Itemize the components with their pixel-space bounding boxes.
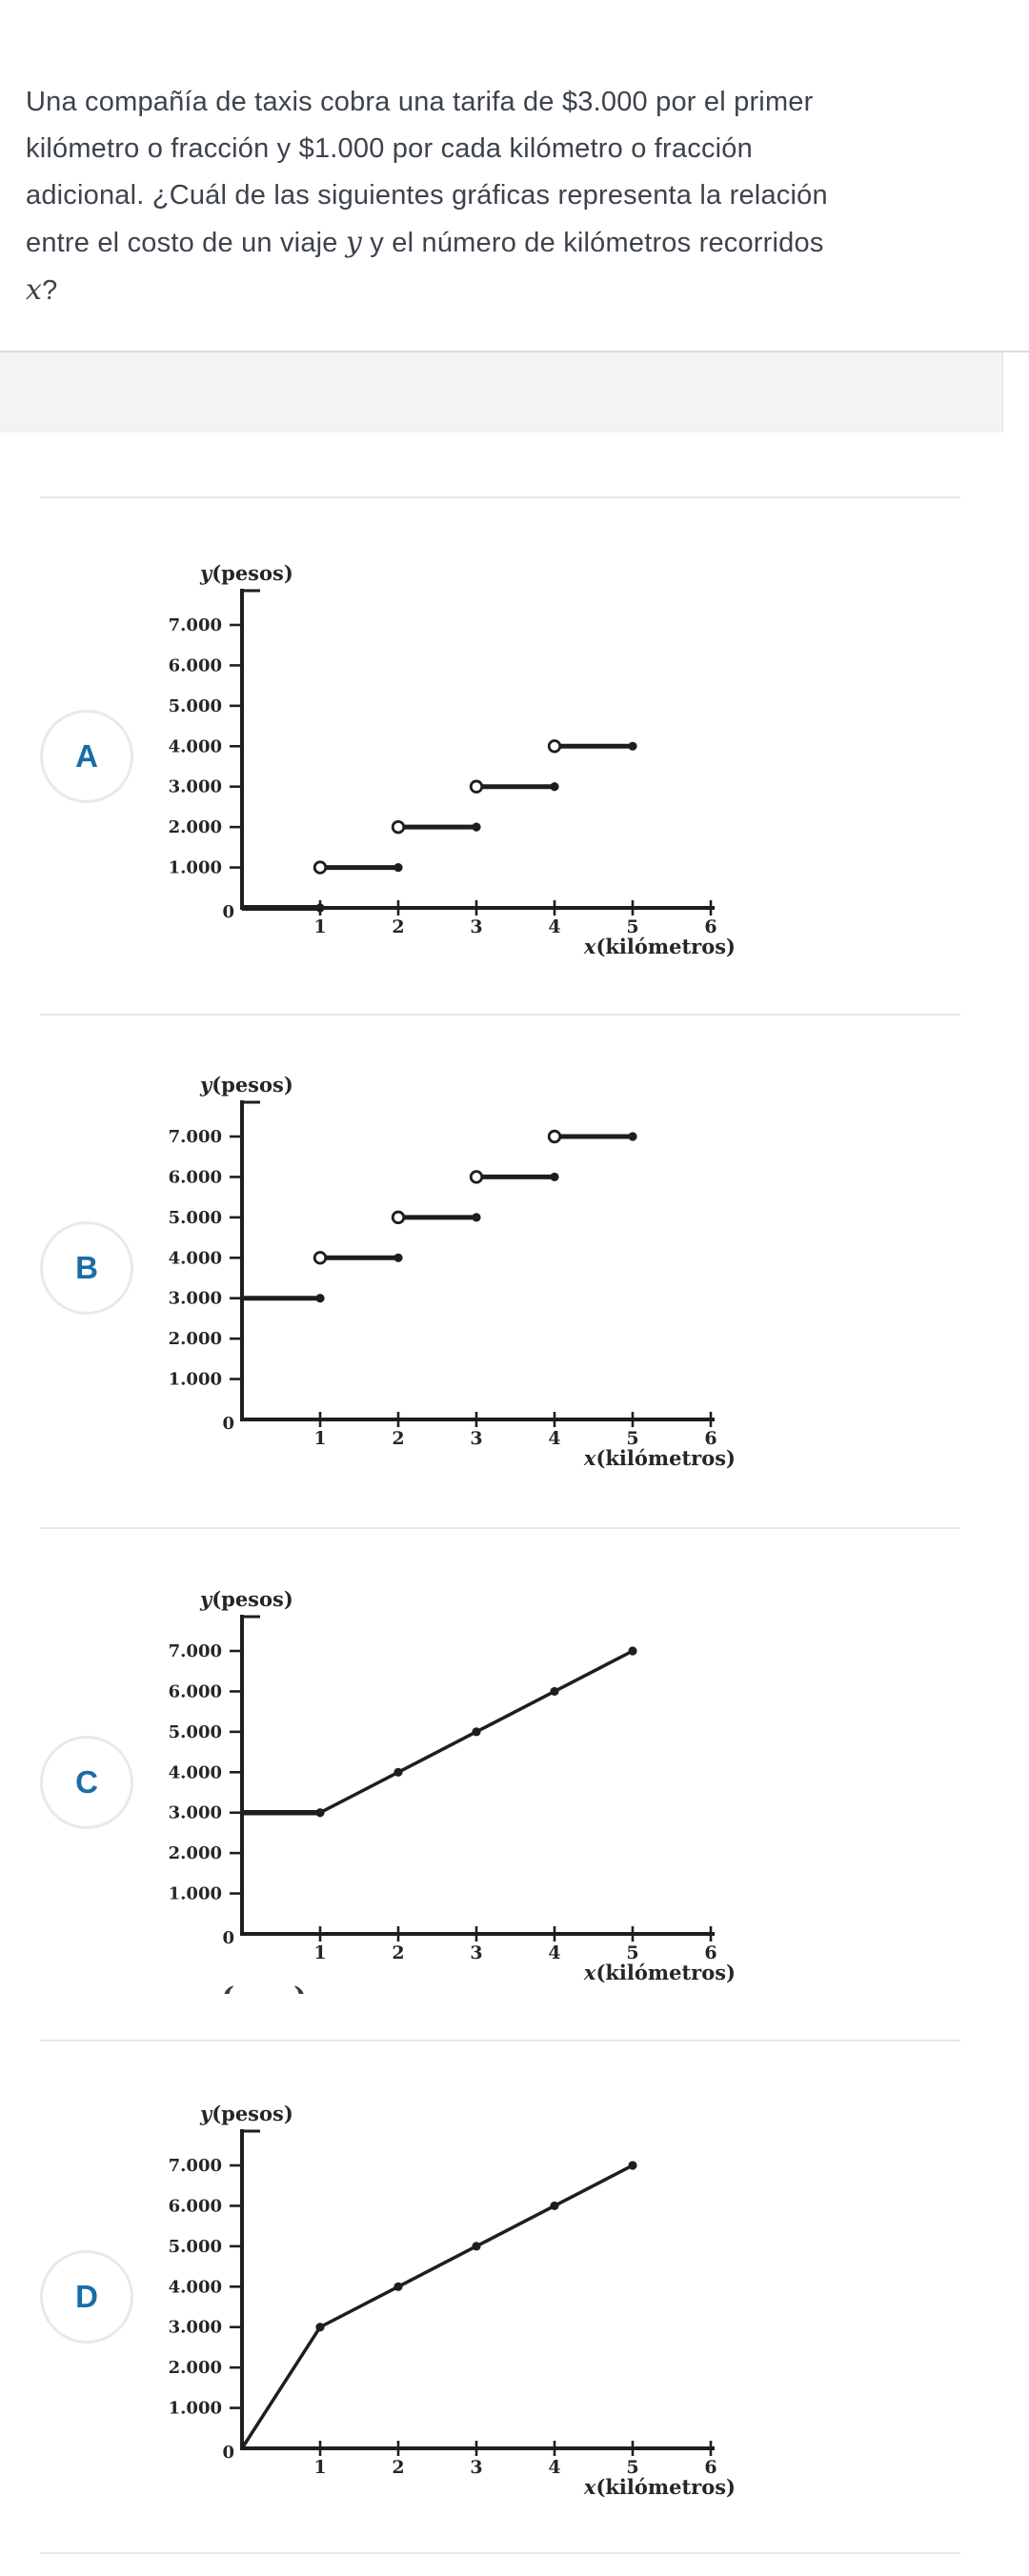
svg-text:1.000: 1.000: [169, 858, 222, 878]
svg-text:1.000: 1.000: [169, 2399, 222, 2419]
svg-text:y(pesos): y(pesos): [199, 561, 293, 585]
svg-text:y(pesos): y(pesos): [199, 1073, 293, 1097]
svg-text:2.000: 2.000: [169, 1843, 222, 1863]
svg-text:2: 2: [392, 2457, 404, 2478]
svg-text:5.000: 5.000: [169, 1208, 222, 1228]
svg-text:5: 5: [626, 1428, 638, 1449]
option-row-c: C 1.000 2.000 3.000 4.000 5.000 6.000 7.000 1 2 3…: [0, 1579, 1029, 2036]
svg-text:4.000: 4.000: [169, 2277, 222, 2297]
svg-text:4.000: 4.000: [169, 1762, 222, 1782]
option-row-b: B 1.000 2.000 3.000 4.000 5.000 6.000 7.000 1 2 3…: [0, 1064, 1029, 1521]
svg-text:4: 4: [548, 916, 560, 937]
svg-text:5: 5: [626, 2457, 638, 2478]
svg-text:5.000: 5.000: [169, 696, 222, 716]
svg-text:6.000: 6.000: [169, 1681, 222, 1701]
svg-text:4: 4: [548, 2457, 560, 2478]
svg-text:4: 4: [548, 1428, 560, 1449]
svg-text:6: 6: [704, 2457, 716, 2478]
svg-text:3: 3: [470, 1942, 482, 1963]
svg-text:2: 2: [392, 1428, 404, 1449]
option-b-selector[interactable]: B: [40, 1221, 133, 1315]
svg-text:6.000: 6.000: [169, 655, 222, 675]
option-b-label: B: [75, 1250, 98, 1285]
svg-text:0: 0: [222, 1414, 234, 1434]
option-c-selector[interactable]: C: [40, 1736, 133, 1829]
svg-text:1.000: 1.000: [169, 1370, 222, 1390]
divider: [40, 2552, 960, 2554]
divider: [40, 496, 960, 498]
svg-text:0: 0: [222, 1928, 234, 1948]
svg-text:6.000: 6.000: [169, 2196, 222, 2216]
question-text: Una compañía de taxis cobra una tarifa d…: [26, 87, 828, 307]
option-row-a: A 1.000 2.000 3.000 4.000 5.000 6.000 7.000 1 2 3…: [0, 553, 1029, 1010]
option-a-label: A: [75, 738, 98, 774]
svg-text:y(pesos): y(pesos): [199, 2102, 293, 2125]
svg-text:3.000: 3.000: [169, 2318, 222, 2338]
svg-text:1: 1: [313, 1942, 326, 1963]
svg-text:x(kilómetros): x(kilómetros): [583, 2475, 736, 2499]
svg-text:6: 6: [704, 1428, 716, 1449]
svg-text:5.000: 5.000: [169, 2237, 222, 2257]
svg-text:2.000: 2.000: [169, 2358, 222, 2378]
svg-text:x(kilómetros): x(kilómetros): [583, 1446, 736, 1470]
svg-text:3: 3: [470, 916, 482, 937]
svg-text:x(kilómetros): x(kilómetros): [583, 1961, 736, 1984]
svg-text:3.000: 3.000: [169, 1803, 222, 1823]
option-d-selector[interactable]: D: [40, 2250, 133, 2344]
option-c-label: C: [75, 1764, 98, 1800]
divider: [40, 2040, 960, 2042]
svg-text:x(kilómetros): x(kilómetros): [583, 935, 736, 958]
svg-text:0: 0: [222, 902, 234, 922]
svg-text:6: 6: [704, 916, 716, 937]
svg-text:5: 5: [626, 1942, 638, 1963]
svg-text:7.000: 7.000: [169, 1127, 222, 1147]
header-band-border: [0, 351, 1029, 352]
svg-text:2: 2: [392, 916, 404, 937]
svg-text:4.000: 4.000: [169, 1248, 222, 1268]
svg-text:6.000: 6.000: [169, 1167, 222, 1187]
divider: [40, 1527, 960, 1529]
svg-text:2.000: 2.000: [169, 817, 222, 837]
svg-text:7.000: 7.000: [169, 1641, 222, 1661]
svg-text:0: 0: [222, 2443, 234, 2463]
svg-text:1: 1: [313, 2457, 326, 2478]
option-c-graph: 1.000 2.000 3.000 4.000 5.000 6.000 7.000 1 2 3 4 5…: [169, 1587, 736, 1984]
option-d-label: D: [75, 2279, 98, 2314]
header-band: [0, 352, 1002, 433]
svg-text:7.000: 7.000: [169, 2156, 222, 2176]
svg-text:6: 6: [704, 1942, 716, 1963]
header-band-edge: [1002, 352, 1003, 433]
svg-text:4.000: 4.000: [169, 736, 222, 756]
option-row-d: D 1.000 2.000 3.000 4.000 5.000 6.000 7.000 1 2 3…: [0, 2093, 1029, 2550]
option-b-graph: 1.000 2.000 3.000 4.000 5.000 6.000 7.000 1 2 3 4 5…: [169, 1073, 736, 1470]
svg-text:1: 1: [313, 1428, 326, 1449]
svg-text:5.000: 5.000: [169, 1722, 222, 1742]
svg-text:2: 2: [392, 1942, 404, 1963]
svg-text:1: 1: [313, 916, 326, 937]
svg-text:1.000: 1.000: [169, 1884, 222, 1904]
divider: [40, 1014, 960, 1016]
svg-text:5: 5: [626, 916, 638, 937]
svg-text:3: 3: [470, 1428, 482, 1449]
cropped-image-artifact: ( ): [217, 1982, 313, 1994]
option-a-graph: 1.000 2.000 3.000 4.000 5.000 6.000 7.000 1 2 3 4 5…: [169, 561, 736, 958]
svg-text:3.000: 3.000: [169, 1289, 222, 1309]
svg-text:2.000: 2.000: [169, 1329, 222, 1349]
svg-text:7.000: 7.000: [169, 615, 222, 635]
svg-text:3: 3: [470, 2457, 482, 2478]
option-d-graph: 1.000 2.000 3.000 4.000 5.000 6.000 7.000 1 2 3 4 5…: [169, 2102, 736, 2499]
svg-text:y(pesos): y(pesos): [199, 1587, 293, 1611]
option-a-selector[interactable]: A: [40, 710, 133, 803]
svg-text:4: 4: [548, 1942, 560, 1963]
svg-text:3.000: 3.000: [169, 777, 222, 797]
